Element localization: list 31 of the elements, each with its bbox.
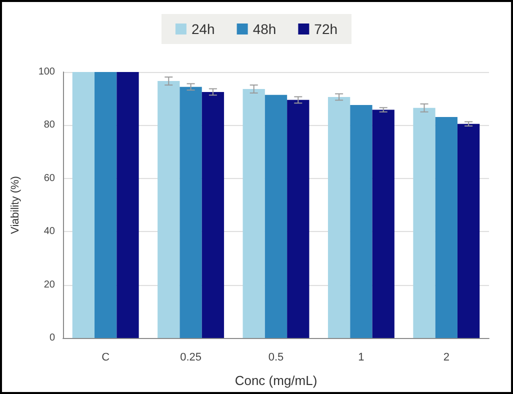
bar <box>202 92 224 338</box>
x-tick-label: 0.5 <box>268 352 284 364</box>
y-tick-label: 100 <box>38 66 56 78</box>
bar <box>457 124 480 338</box>
y-tick-label: 60 <box>44 172 56 184</box>
bar <box>94 72 117 338</box>
y-axis-title: Viability (%) <box>10 176 22 234</box>
bar <box>158 81 180 338</box>
legend-label: 72h <box>314 21 338 37</box>
x-tick-label: 2 <box>443 352 450 364</box>
y-tick-label: 40 <box>44 226 56 238</box>
y-tick-label: 80 <box>44 120 56 131</box>
bar <box>72 72 95 338</box>
legend-label: 48h <box>252 21 276 37</box>
bar <box>116 72 139 338</box>
bar <box>287 100 310 338</box>
bar <box>350 104 372 338</box>
x-tick-label: 1 <box>358 352 364 364</box>
bar <box>372 110 394 338</box>
x-tick-label: 0.25 <box>180 352 202 364</box>
bar <box>328 97 350 338</box>
y-tick-label: 0 <box>49 332 56 344</box>
bar <box>413 108 436 338</box>
bar <box>242 89 265 338</box>
x-tick-label: C <box>102 352 110 364</box>
legend-label: 24h <box>191 21 215 37</box>
bar <box>264 94 288 338</box>
bar <box>180 86 202 338</box>
x-axis-title: Conc (mg/mL) <box>234 373 318 388</box>
y-tick-label: 20 <box>44 279 56 290</box>
bar <box>435 116 458 338</box>
